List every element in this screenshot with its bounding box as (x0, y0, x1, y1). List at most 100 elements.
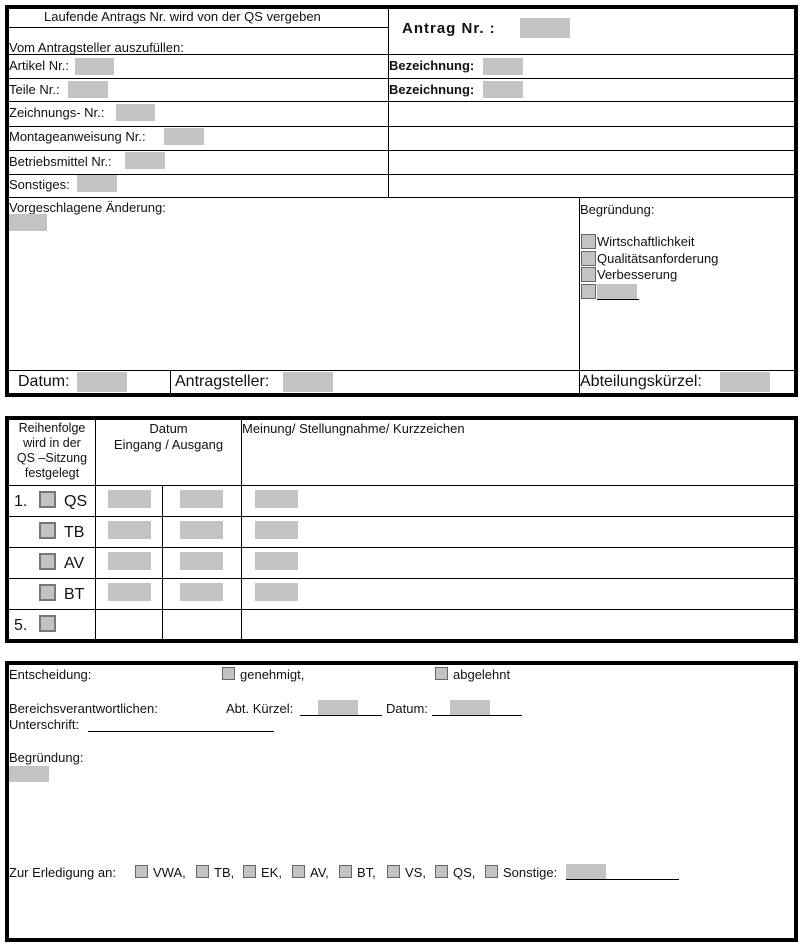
decision-reason-field[interactable] (9, 766, 49, 782)
field-label-betriebsmittel: Betriebsmittel Nr.: (9, 154, 112, 169)
rejected-checkbox[interactable] (435, 667, 448, 680)
sonstige-field[interactable] (566, 864, 606, 879)
dept-label: VWA, (153, 865, 186, 880)
vs-checkbox[interactable] (387, 865, 400, 878)
antragsteller-field[interactable] (283, 372, 333, 392)
decision-section (5, 661, 798, 942)
order-header: Reihenfolge wird in der QS –Sitzung fest… (9, 421, 95, 481)
field-label-teile: Teile Nr.: (9, 82, 60, 97)
eingang-field[interactable] (108, 521, 151, 539)
field-label-montage: Montageanweisung Nr.: (9, 129, 146, 144)
zeichnungs-nr-field[interactable] (116, 104, 155, 121)
reason-label: Begründung: (580, 202, 655, 217)
reason-option: Verbesserung (597, 267, 678, 282)
eingang-field[interactable] (108, 490, 151, 508)
av-checkbox[interactable] (39, 553, 56, 570)
ausgang-field[interactable] (180, 521, 223, 539)
antragsteller-label: Antragsteller: (175, 373, 270, 390)
application-section (5, 5, 798, 397)
opinion-field[interactable] (255, 490, 298, 508)
dept-label: BT (64, 586, 85, 603)
ek-checkbox[interactable] (243, 865, 256, 878)
montageanweisung-field[interactable] (164, 128, 204, 145)
reason-checkbox-1[interactable] (581, 234, 596, 249)
qs-checkbox[interactable] (39, 491, 56, 508)
header-note: Laufende Antrags Nr. wird von der QS ver… (44, 9, 321, 24)
datum-label: Datum: (18, 373, 70, 390)
teile-nr-field[interactable] (68, 81, 108, 98)
opinion-field[interactable] (255, 583, 298, 601)
dept-label: TB, (214, 865, 235, 880)
row5-checkbox[interactable] (39, 615, 56, 632)
decision-reason-label: Begründung: (9, 750, 84, 765)
bt-checkbox[interactable] (339, 865, 352, 878)
row-number: 5. (14, 617, 28, 634)
decision-label: Entscheidung: (9, 667, 92, 682)
dept-label: Sonstige: (503, 865, 558, 880)
sonstiges-field[interactable] (77, 175, 117, 192)
sonstige-checkbox[interactable] (485, 865, 498, 878)
reason-checkbox-4[interactable] (581, 284, 596, 299)
field-label-sonstiges: Sonstiges: (9, 177, 70, 192)
row-number: 1. (14, 493, 28, 510)
proposed-change-field[interactable] (9, 214, 47, 231)
datum-header-sub: Eingang / Ausgang (113, 437, 224, 452)
av-checkbox[interactable] (292, 865, 305, 878)
header-line: Reihenfolge (18, 421, 86, 435)
header-line: wird in der (23, 436, 81, 450)
header-line: QS –Sitzung (16, 451, 88, 465)
field-label-artikel: Artikel Nr.: (9, 58, 69, 73)
ausgang-field[interactable] (180, 583, 223, 601)
signature-line[interactable] (88, 731, 274, 732)
approved-label: genehmigt, (240, 667, 305, 682)
abt-kuerzel-field[interactable] (318, 700, 358, 715)
field-label-zeichnung: Zeichnungs- Nr.: (9, 105, 105, 120)
bezeichnung-field-2[interactable] (483, 81, 523, 98)
datum-field[interactable] (77, 372, 127, 392)
dept-label: QS, (453, 865, 476, 880)
divider (388, 9, 389, 197)
dept-label: EK, (261, 865, 282, 880)
abteilung-label: Abteilungskürzel: (580, 373, 702, 390)
decision-datum-label: Datum: (386, 701, 428, 716)
divider (9, 27, 388, 28)
dept-label: AV, (310, 865, 329, 880)
dept-label: AV (64, 555, 85, 572)
opinion-header: Meinung/ Stellungnahme/ Kurzzeichen (242, 421, 465, 436)
dept-label: BT, (357, 865, 376, 880)
dept-label: VS, (405, 865, 426, 880)
bezeichnung-label: Bezeichnung: (389, 58, 475, 73)
applicant-section-label: Vom Antragsteller auszufüllen: (9, 40, 184, 55)
artikel-nr-field[interactable] (75, 58, 114, 75)
decision-datum-field[interactable] (450, 700, 490, 715)
opinion-field[interactable] (255, 521, 298, 539)
tb-checkbox[interactable] (196, 865, 209, 878)
ausgang-field[interactable] (180, 490, 223, 508)
datum-header-title: Datum (149, 421, 188, 436)
qs-checkbox[interactable] (435, 865, 448, 878)
bt-checkbox[interactable] (39, 584, 56, 601)
reason-checkbox-3[interactable] (581, 267, 596, 282)
reason-option: Wirtschaftlichkeit (597, 234, 695, 249)
proposed-change-label: Vorgeschlagene Änderung: (9, 200, 166, 215)
eingang-field[interactable] (108, 552, 151, 570)
dept-label: TB (64, 524, 85, 541)
approved-checkbox[interactable] (222, 667, 235, 680)
ausgang-field[interactable] (180, 552, 223, 570)
opinion-field[interactable] (255, 552, 298, 570)
bezeichnung-field-1[interactable] (483, 58, 523, 75)
routing-table (5, 416, 798, 643)
reason-checkbox-2[interactable] (581, 251, 596, 266)
eingang-field[interactable] (108, 583, 151, 601)
tb-checkbox[interactable] (39, 522, 56, 539)
reason-other-field[interactable] (597, 284, 637, 299)
header-line: festgelegt (24, 466, 80, 480)
abteilung-field[interactable] (720, 372, 770, 392)
dept-label: QS (64, 493, 88, 510)
vwa-checkbox[interactable] (135, 865, 148, 878)
betriebsmittel-field[interactable] (125, 152, 165, 169)
bezeichnung-label: Bezeichnung: (389, 82, 475, 97)
for-completion-label: Zur Erledigung an: (9, 865, 116, 880)
signature-label: Unterschrift: (9, 717, 80, 732)
antrag-nr-field[interactable] (520, 18, 570, 38)
